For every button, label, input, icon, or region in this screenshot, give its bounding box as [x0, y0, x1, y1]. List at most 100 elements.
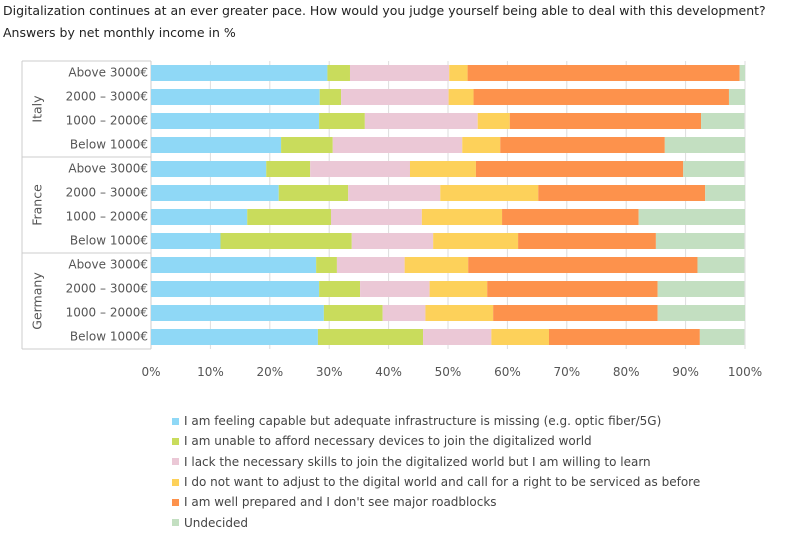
bar-segment	[518, 233, 656, 249]
bar-segment	[429, 281, 488, 297]
bar-segment	[638, 209, 745, 225]
legend-swatch	[172, 437, 179, 445]
x-tick-label: 0%	[141, 365, 160, 379]
legend-item: I lack the necessary skills to join the …	[172, 452, 700, 472]
bar-segment	[364, 113, 478, 129]
x-tick-label: 90%	[672, 365, 699, 379]
bar-segment	[151, 257, 317, 273]
legend-label: I am well prepared and I don't see major…	[184, 495, 497, 510]
bar-segment	[449, 65, 468, 81]
category-label: Below 1000€	[70, 234, 148, 248]
bar-segment	[349, 65, 450, 81]
category-label: 1000 – 2000€	[66, 114, 148, 128]
bar-segment	[336, 257, 405, 273]
legend-swatch	[172, 519, 179, 527]
legend-item: I am unable to afford necessary devices …	[172, 431, 700, 451]
legend-label: I lack the necessary skills to join the …	[184, 454, 651, 469]
bar-segment	[502, 209, 639, 225]
x-tick-label: 50%	[435, 365, 462, 379]
bar-segment	[493, 305, 658, 321]
legend-item: Undecided	[172, 512, 700, 532]
bar-segment	[404, 257, 469, 273]
bar-segment	[151, 329, 318, 345]
category-label: Below 1000€	[70, 138, 148, 152]
category-label: 2000 – 3000€	[66, 186, 148, 200]
category-label: Above 3000€	[68, 162, 148, 176]
bar-segment	[657, 305, 745, 321]
bar-segment	[327, 65, 350, 81]
x-tick-label: 40%	[375, 365, 402, 379]
group-label: Germany	[30, 272, 45, 330]
legend-swatch	[172, 458, 179, 466]
legend-label: Undecided	[184, 515, 248, 530]
bar-segment	[423, 329, 492, 345]
bar-segment	[683, 161, 745, 177]
bar-segment	[319, 89, 342, 105]
bar-segment	[317, 329, 424, 345]
bar-segment	[266, 161, 311, 177]
legend-label: I do not want to adjust to the digital w…	[184, 475, 701, 490]
bar-segment	[330, 209, 422, 225]
legend-item: I am well prepared and I don't see major…	[172, 492, 700, 512]
bar-segment	[491, 329, 549, 345]
bar-segment	[538, 185, 706, 201]
bar-segment	[705, 185, 745, 201]
bar-segment	[433, 233, 519, 249]
group-label: France	[30, 184, 45, 226]
bar-segment	[382, 305, 426, 321]
bar-segment	[664, 137, 745, 153]
bar-segment	[151, 65, 328, 81]
legend-label: I am feeling capable but adequate infras…	[184, 414, 662, 429]
bar-segment	[409, 161, 476, 177]
bar-segment	[448, 89, 474, 105]
bar-segment	[360, 281, 430, 297]
bar-segment	[421, 209, 503, 225]
bar-segment	[701, 113, 745, 129]
bar-segment	[487, 281, 658, 297]
bar-segment	[220, 233, 352, 249]
stacked-bar-chart: 0% 10% 20% 30% 40% 50% 60% 70% 80% 90% 100% Italy Ab…	[21, 60, 762, 379]
bar-segment	[467, 65, 740, 81]
category-label: 1000 – 2000€	[66, 306, 148, 320]
legend-item: I do not want to adjust to the digital w…	[172, 472, 700, 492]
bar-segment	[462, 137, 501, 153]
x-tick-label: 10%	[197, 365, 224, 379]
x-tick-label: 60%	[494, 365, 521, 379]
bar-segment	[151, 161, 267, 177]
bar-segment	[548, 329, 700, 345]
legend-label: I am unable to afford necessary devices …	[184, 434, 592, 449]
category-label: 2000 – 3000€	[66, 282, 148, 296]
bar-segment	[699, 329, 745, 345]
bar-segment	[341, 89, 449, 105]
bar-segment	[151, 281, 320, 297]
bar-segment	[316, 257, 337, 273]
bar-segment	[477, 113, 510, 129]
bar-segment	[323, 305, 383, 321]
bar-segment	[739, 65, 745, 81]
category-label: Above 3000€	[68, 66, 148, 80]
bar-segment	[151, 305, 324, 321]
x-tick-label: 70%	[553, 365, 580, 379]
bar-segment	[351, 233, 434, 249]
bar-segment	[468, 257, 698, 273]
bar-segment	[440, 185, 539, 201]
legend-item: I am feeling capable but adequate infras…	[172, 411, 700, 431]
x-tick-label: 30%	[316, 365, 343, 379]
category-label: 1000 – 2000€	[66, 210, 148, 224]
bar-segment	[332, 137, 463, 153]
chart-subtitle: Answers by net monthly income in %	[3, 25, 236, 40]
bar-segment	[151, 89, 320, 105]
bar-segment	[475, 161, 684, 177]
legend-swatch	[172, 478, 179, 486]
category-label: Below 1000€	[70, 330, 148, 344]
bar-segment	[348, 185, 441, 201]
bar-segment	[151, 209, 248, 225]
bar-segment	[319, 113, 365, 129]
bar-segment	[278, 185, 349, 201]
bar-segment	[697, 257, 745, 273]
bar-segment	[151, 233, 221, 249]
bar-segment	[247, 209, 331, 225]
x-tick-label: 20%	[256, 365, 283, 379]
category-label: 2000 – 3000€	[66, 90, 148, 104]
bar-segment	[473, 89, 729, 105]
